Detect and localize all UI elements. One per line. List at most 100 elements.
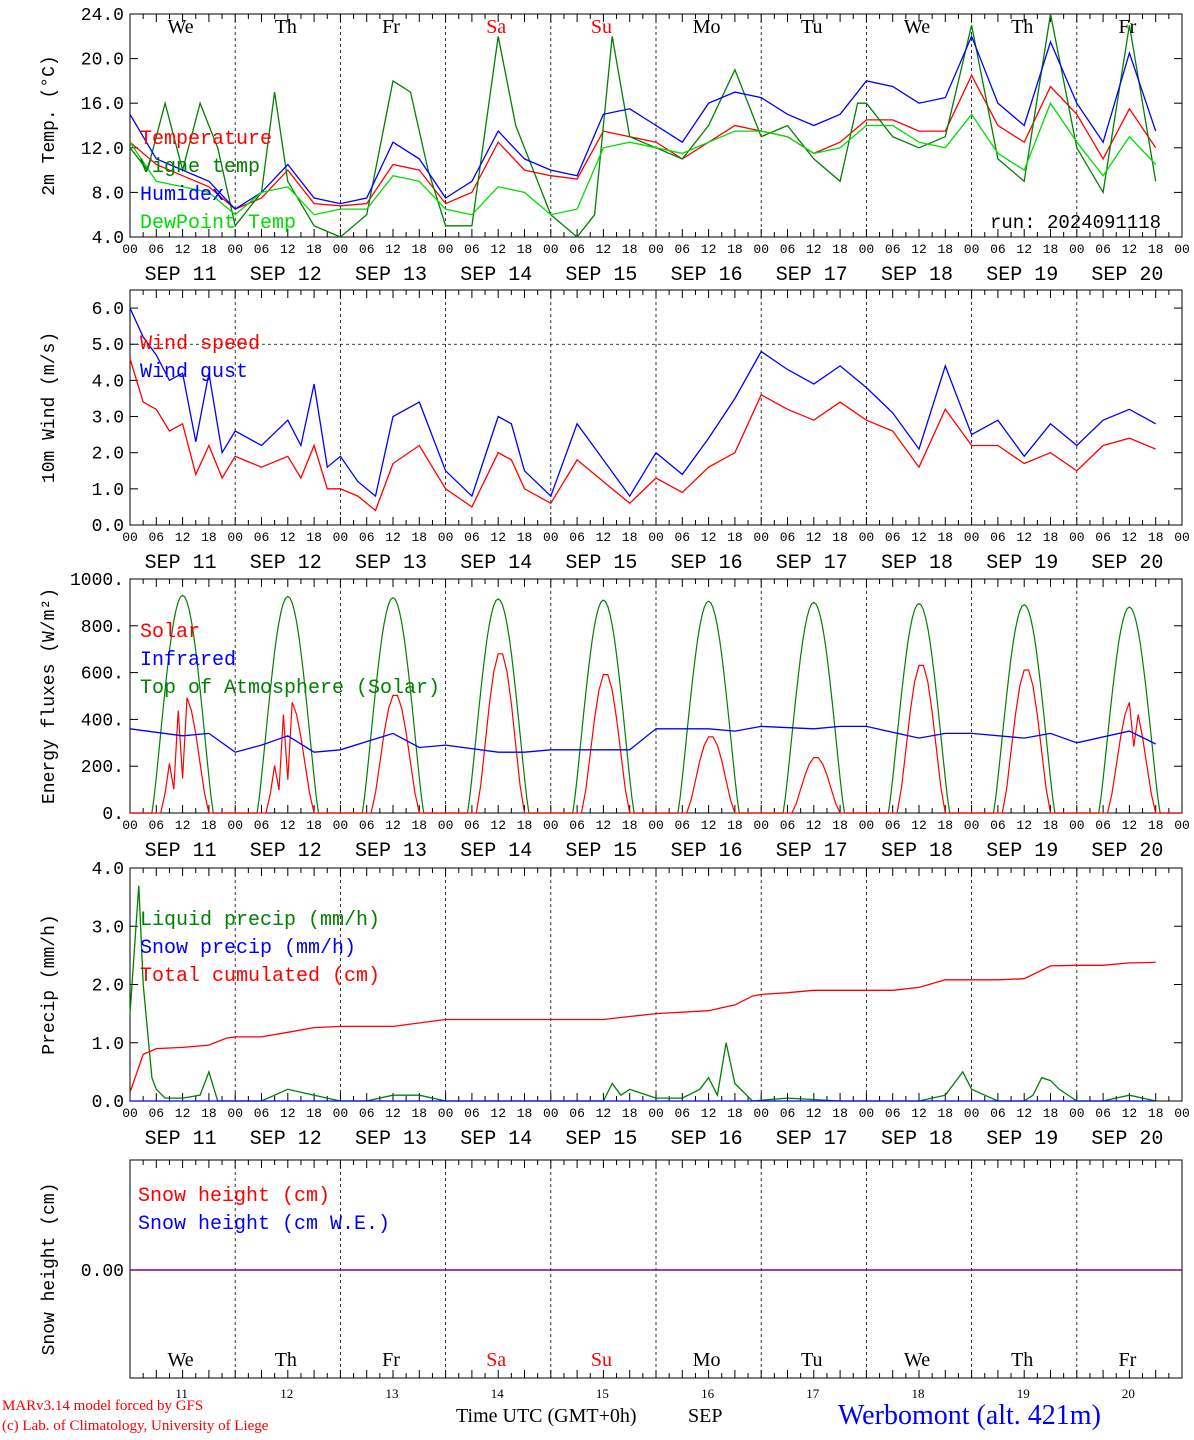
panel-2: 0.0 1.0 2.0 3.0 4.0 5.0 6.0 10m Wind (m/s) Wind … (40, 289, 1190, 575)
hour-tick-label: 18 (411, 242, 427, 257)
series-temperature (130, 73, 1157, 210)
date-label: SEP 17 (776, 1128, 848, 1151)
panel-4: 0.0 1.0 2.0 3.0 4.0 Precip (mm/h) Liquid preci… (40, 860, 1190, 1151)
hour-tick-label: 00 (1174, 1106, 1190, 1121)
day-name: Th (1011, 16, 1033, 38)
hour-tick-label: 12 (596, 1106, 612, 1121)
date-label: SEP 19 (986, 840, 1058, 863)
date-label: SEP 20 (1091, 840, 1163, 863)
hour-tick-label: 00 (648, 818, 664, 833)
hour-tick-label: 18 (411, 1106, 427, 1121)
legend-vigne-temp: Vigne temp (140, 156, 260, 179)
hour-tick-label: 18 (727, 530, 743, 545)
hour-tick-label: 00 (753, 530, 769, 545)
day-name: Th (275, 1349, 297, 1371)
y-tick-label: 5.0 (92, 336, 124, 356)
hour-tick-label: 00 (227, 818, 243, 833)
panel-1: 4.0 8.0 12.0 16.0 20.0 24.0 2m Temp. (°C) Tempe… (40, 6, 1190, 287)
hour-tick-label: 00 (122, 818, 138, 833)
y-tick-label: 8.0 (92, 184, 124, 204)
hour-tick-label: 06 (885, 242, 901, 257)
date-label: SEP 18 (881, 552, 953, 575)
y-tick-label: 0.00 (81, 1262, 124, 1282)
legend-snow-height-cm: Snow height (cm) (138, 1185, 330, 1208)
series-humidex (130, 34, 1157, 210)
series-group (130, 14, 1157, 237)
hour-tick-label: 06 (359, 242, 375, 257)
legend-temperature: Temperature (140, 128, 272, 151)
date-label: SEP 12 (250, 552, 322, 575)
series-infrared (129, 725, 1156, 753)
hour-tick-label: 18 (832, 242, 848, 257)
hour-tick-label: 18 (517, 1106, 533, 1121)
hour-tick-label: 18 (727, 818, 743, 833)
hour-tick-label: 12 (490, 242, 506, 257)
hour-tick-label: 18 (517, 242, 533, 257)
legend-infrared: Infrared (140, 649, 236, 672)
hour-tick-label: 00 (964, 242, 980, 257)
date-label: SEP 14 (460, 552, 532, 575)
hour-tick-label: 06 (780, 242, 796, 257)
hour-tick-label: 06 (569, 530, 585, 545)
hour-tick-label: 18 (1043, 818, 1059, 833)
hour-tick-label: 00 (543, 530, 559, 545)
day-name: Su (591, 1349, 612, 1371)
hour-tick-label: 12 (1016, 1106, 1032, 1121)
hour-tick-label: 18 (1148, 242, 1164, 257)
date-label: SEP 13 (355, 552, 427, 575)
legend-solar: Solar (140, 621, 200, 644)
hour-tick-label: 06 (464, 242, 480, 257)
day-name: Sa (486, 1349, 506, 1371)
date-label: SEP 16 (671, 1128, 743, 1151)
hour-tick-label: 12 (490, 530, 506, 545)
date-label: SEP 13 (355, 1128, 427, 1151)
hour-tick-label: 00 (964, 530, 980, 545)
date-label: SEP 11 (145, 1128, 217, 1151)
date-label: SEP 13 (355, 264, 427, 287)
day-name: We (168, 16, 194, 38)
y-tick-label: 800. (81, 618, 124, 638)
hour-tick-label: 18 (937, 242, 953, 257)
date-label: SEP 16 (671, 840, 743, 863)
hour-tick-label: 00 (543, 242, 559, 257)
hour-tick-label: 00 (227, 242, 243, 257)
hour-tick-label: 06 (254, 242, 270, 257)
hour-tick-label: 00 (543, 818, 559, 833)
hour-tick-label: 00 (543, 1106, 559, 1121)
hour-tick-label: 06 (569, 242, 585, 257)
hour-tick-label: 12 (596, 242, 612, 257)
hour-tick-label: 18 (411, 530, 427, 545)
hour-tick-label: 18 (201, 530, 217, 545)
date-label: SEP 18 (881, 264, 953, 287)
date-label: SEP 14 (460, 264, 532, 287)
hour-tick-label: 18 (306, 1106, 322, 1121)
hour-tick-label: 18 (1148, 1106, 1164, 1121)
hour-tick-label: 06 (780, 1106, 796, 1121)
legend-wind-gust: Wind gust (140, 361, 248, 384)
y-tick-label: 6.0 (92, 300, 124, 320)
hour-tick-label: 18 (517, 818, 533, 833)
hour-tick-label: 00 (648, 1106, 664, 1121)
hour-tick-label: 06 (148, 242, 164, 257)
hour-tick-label: 18 (622, 530, 638, 545)
date-label: SEP 19 (986, 552, 1058, 575)
y-tick-label: 20.0 (81, 51, 124, 71)
hour-tick-label: 12 (1122, 818, 1138, 833)
series-vigne-temp (130, 14, 1157, 237)
hour-tick-label: 06 (674, 530, 690, 545)
y-tick-label: 2.0 (92, 445, 124, 465)
y-tick-label: 4.0 (92, 860, 124, 880)
hour-tick-label: 00 (1069, 242, 1085, 257)
hour-tick-label: 06 (674, 242, 690, 257)
hour-tick-label: 06 (1095, 530, 1111, 545)
series-wind-gust (129, 307, 1157, 498)
hour-tick-label: 06 (674, 818, 690, 833)
panel-3: 0. 200. 400. 600. 800. 1000. Energy fluxes (W/… (40, 571, 1190, 863)
hour-tick-label: 00 (859, 530, 875, 545)
hour-tick-label: 06 (885, 1106, 901, 1121)
hour-tick-label: 12 (806, 242, 822, 257)
day-number: 14 (491, 1386, 505, 1401)
hour-tick-label: 18 (622, 818, 638, 833)
legend-total-cumulated-cm: Total cumulated (cm) (140, 965, 380, 988)
hour-tick-label: 12 (911, 242, 927, 257)
